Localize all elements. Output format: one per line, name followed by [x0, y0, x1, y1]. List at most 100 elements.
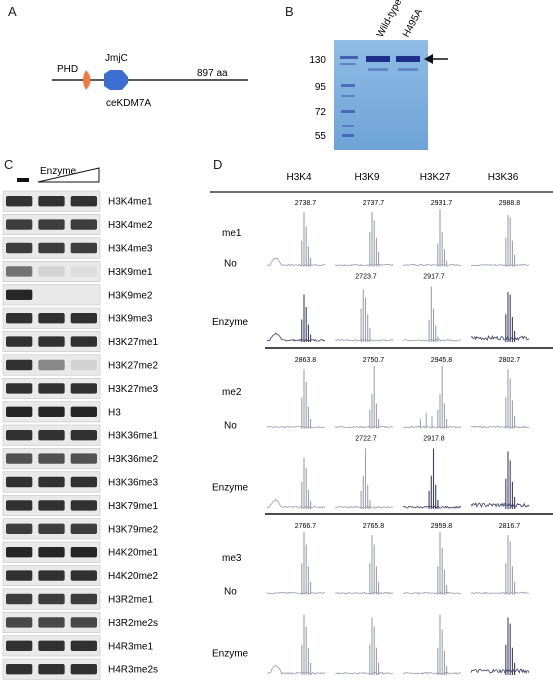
- mass-label: 2816.7: [499, 523, 521, 530]
- blot-band: [38, 593, 65, 605]
- blot-row: H3R2me2s: [2, 611, 158, 633]
- blot-row: H3K4me3: [2, 237, 153, 259]
- lane-label-h495a: H495A: [401, 7, 425, 39]
- ladder-band: [340, 56, 358, 59]
- blot-band: [38, 664, 65, 675]
- blot-band: [6, 547, 33, 558]
- blot-row: H3K36me3: [2, 471, 158, 493]
- marker-label: 95: [315, 82, 327, 93]
- ms-baseline: [266, 498, 326, 509]
- methylation-group-label: me1: [222, 228, 242, 239]
- ms-baseline: [402, 505, 462, 509]
- ms-baseline: [334, 263, 394, 267]
- antibody-label: H3K4me2: [108, 220, 153, 231]
- ms-spectrum: [266, 211, 326, 267]
- blot-band: [38, 617, 65, 628]
- jmjc-domain-shape: [104, 70, 128, 90]
- blot-row: H3K36me2: [2, 448, 158, 470]
- marker-label: 130: [309, 55, 326, 66]
- ladder-band: [341, 84, 355, 87]
- blot-row: H3K36me1: [2, 424, 158, 446]
- antibody-label: H3K27me3: [108, 384, 158, 395]
- h495a-band: [396, 56, 420, 62]
- blot-band: [38, 476, 65, 488]
- blot-band: [70, 219, 97, 230]
- phd-label: PHD: [57, 64, 78, 75]
- blot-band: [70, 453, 97, 464]
- blot-band: [6, 336, 33, 347]
- row-label-enzyme: Enzyme: [212, 648, 249, 659]
- ms-baseline: [470, 502, 530, 508]
- blot-band: [70, 570, 97, 581]
- ms-spectrum: [266, 369, 326, 429]
- protein-length-label: 897 aa: [197, 68, 228, 79]
- row-label-no: No: [224, 259, 237, 270]
- blot-band: [6, 289, 33, 300]
- blot-band: [38, 547, 65, 558]
- mass-label: 2945.8: [431, 357, 453, 364]
- ms-spectrum: [402, 532, 462, 595]
- blot-row: H4K20me2: [2, 565, 158, 587]
- ms-baseline: [470, 591, 530, 595]
- blot-band: [6, 664, 33, 675]
- ms-spectrum: [470, 214, 530, 267]
- blot-band: [38, 383, 65, 394]
- antibody-label: H4R3me2s: [108, 665, 158, 676]
- antibody-label: H4K20me2: [108, 571, 158, 582]
- ms-baseline: [403, 338, 462, 342]
- ms-spectrum: [470, 451, 530, 509]
- blot-band: [6, 593, 33, 605]
- blot-row: H3K9me3: [2, 307, 153, 329]
- blot-band: [70, 547, 97, 558]
- ms-spectrum: [403, 286, 462, 342]
- blot-band: [38, 266, 65, 277]
- blot-band: [38, 640, 65, 651]
- blot-band: [70, 430, 97, 441]
- column-header: H3K4: [286, 172, 311, 183]
- ms-spectrum: [334, 211, 394, 267]
- ms-spectrum: [402, 209, 462, 267]
- panel-b-letter: B: [285, 4, 294, 19]
- ms-spectrum: [266, 614, 326, 675]
- blot-band: [6, 640, 33, 651]
- antibody-label: H3K79me2: [108, 524, 158, 535]
- blot-band: [70, 196, 97, 207]
- antibody-label: H3K27me1: [108, 337, 158, 348]
- ms-content: H3K4 H3K9 H3K27 H3K36 me1 No Enzyme 2738.7 2737.…: [210, 172, 553, 675]
- blot-band: [6, 266, 33, 277]
- marker-label: 72: [315, 107, 327, 118]
- blot-band: [6, 453, 33, 464]
- antibody-label: H3K79me1: [108, 501, 158, 512]
- panel-b-gel: 130 95 72 55 Wild-type H495A: [309, 0, 448, 150]
- blot-band: [38, 219, 65, 230]
- ms-spectrum: [335, 617, 394, 675]
- ms-spectrum: [266, 532, 326, 595]
- blot-band: [70, 359, 97, 371]
- blot-band: [6, 242, 33, 254]
- row-label-enzyme: Enzyme: [212, 317, 249, 328]
- ms-spectrum: [334, 535, 394, 595]
- ms-baseline: [402, 591, 462, 595]
- blot-band: [6, 617, 33, 628]
- antibody-label: H3K36me3: [108, 478, 158, 489]
- column-header: H3K9: [354, 172, 379, 183]
- panel-a-domain-diagram: PHD JmjC 897 aa ceKDM7A: [52, 53, 248, 109]
- blot-band: [6, 383, 33, 394]
- blot-row: H3: [2, 401, 121, 423]
- antibody-label: H3K36me2: [108, 454, 158, 465]
- blot-band: [6, 476, 33, 488]
- ladder-band: [341, 95, 355, 97]
- mass-label: 2931.7: [431, 200, 453, 207]
- blot-row: H4R3me1: [2, 635, 153, 657]
- blot-band: [70, 617, 97, 628]
- blot-band: [38, 313, 65, 324]
- mass-label: 2766.7: [295, 523, 317, 530]
- row-label-enzyme: Enzyme: [212, 482, 249, 493]
- blot-band: [38, 359, 65, 371]
- blot-row: H3K9me2: [2, 284, 153, 306]
- arrow-icon: [424, 54, 433, 64]
- antibody-label: H3R2me2s: [108, 618, 158, 629]
- mass-label: 2917.8: [423, 436, 445, 443]
- blot-band: [70, 476, 97, 488]
